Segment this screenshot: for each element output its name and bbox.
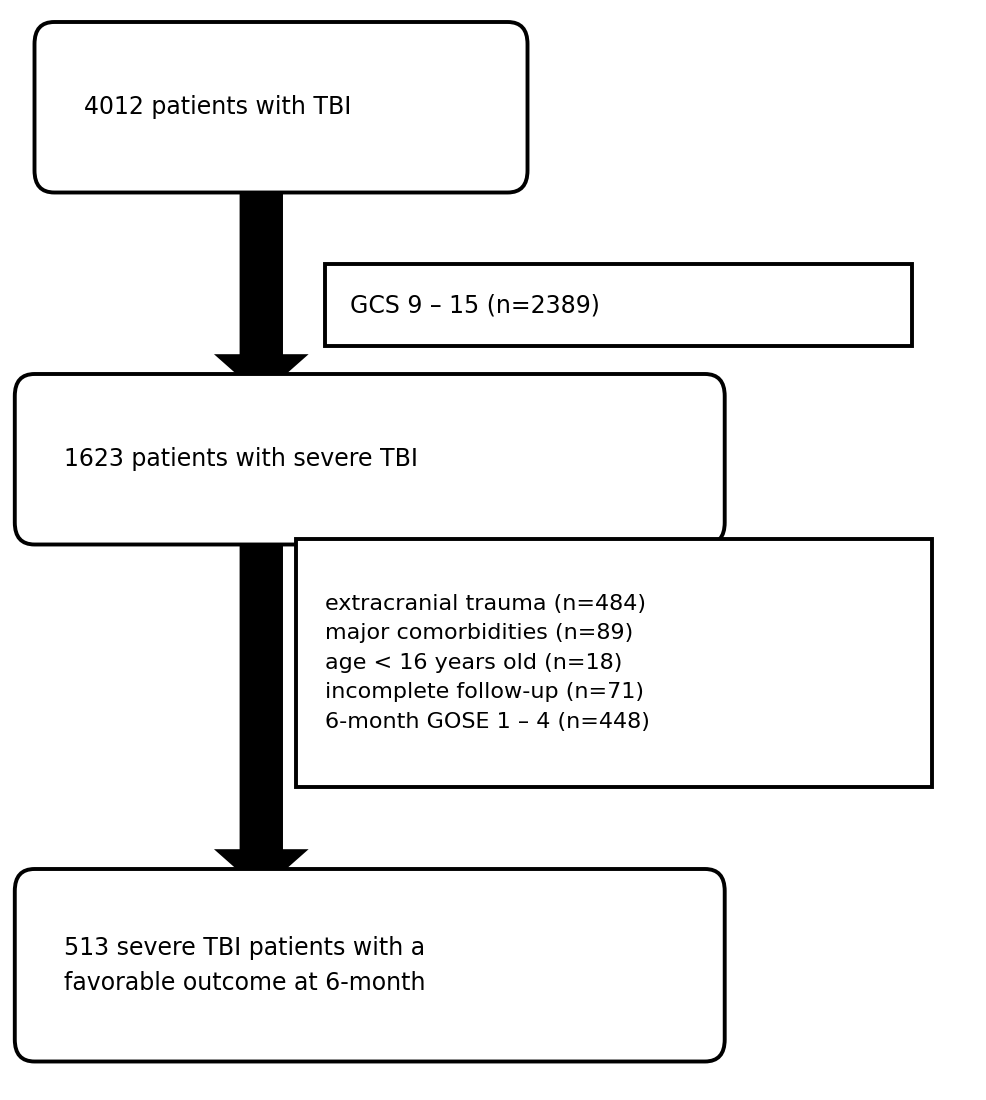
FancyBboxPatch shape	[325, 264, 912, 346]
Polygon shape	[214, 522, 309, 891]
Text: 513 severe TBI patients with a
favorable outcome at 6-month: 513 severe TBI patients with a favorable…	[64, 935, 426, 994]
FancyBboxPatch shape	[35, 22, 528, 192]
Text: GCS 9 – 15 (n=2389): GCS 9 – 15 (n=2389)	[350, 294, 599, 317]
FancyBboxPatch shape	[15, 374, 725, 544]
FancyBboxPatch shape	[296, 539, 932, 786]
Polygon shape	[214, 170, 309, 396]
Text: 4012 patients with TBI: 4012 patients with TBI	[84, 96, 351, 119]
Text: 1623 patients with severe TBI: 1623 patients with severe TBI	[64, 448, 418, 471]
Text: extracranial trauma (n=484)
major comorbidities (n=89)
age < 16 years old (n=18): extracranial trauma (n=484) major comorb…	[325, 594, 650, 732]
FancyBboxPatch shape	[15, 869, 725, 1062]
